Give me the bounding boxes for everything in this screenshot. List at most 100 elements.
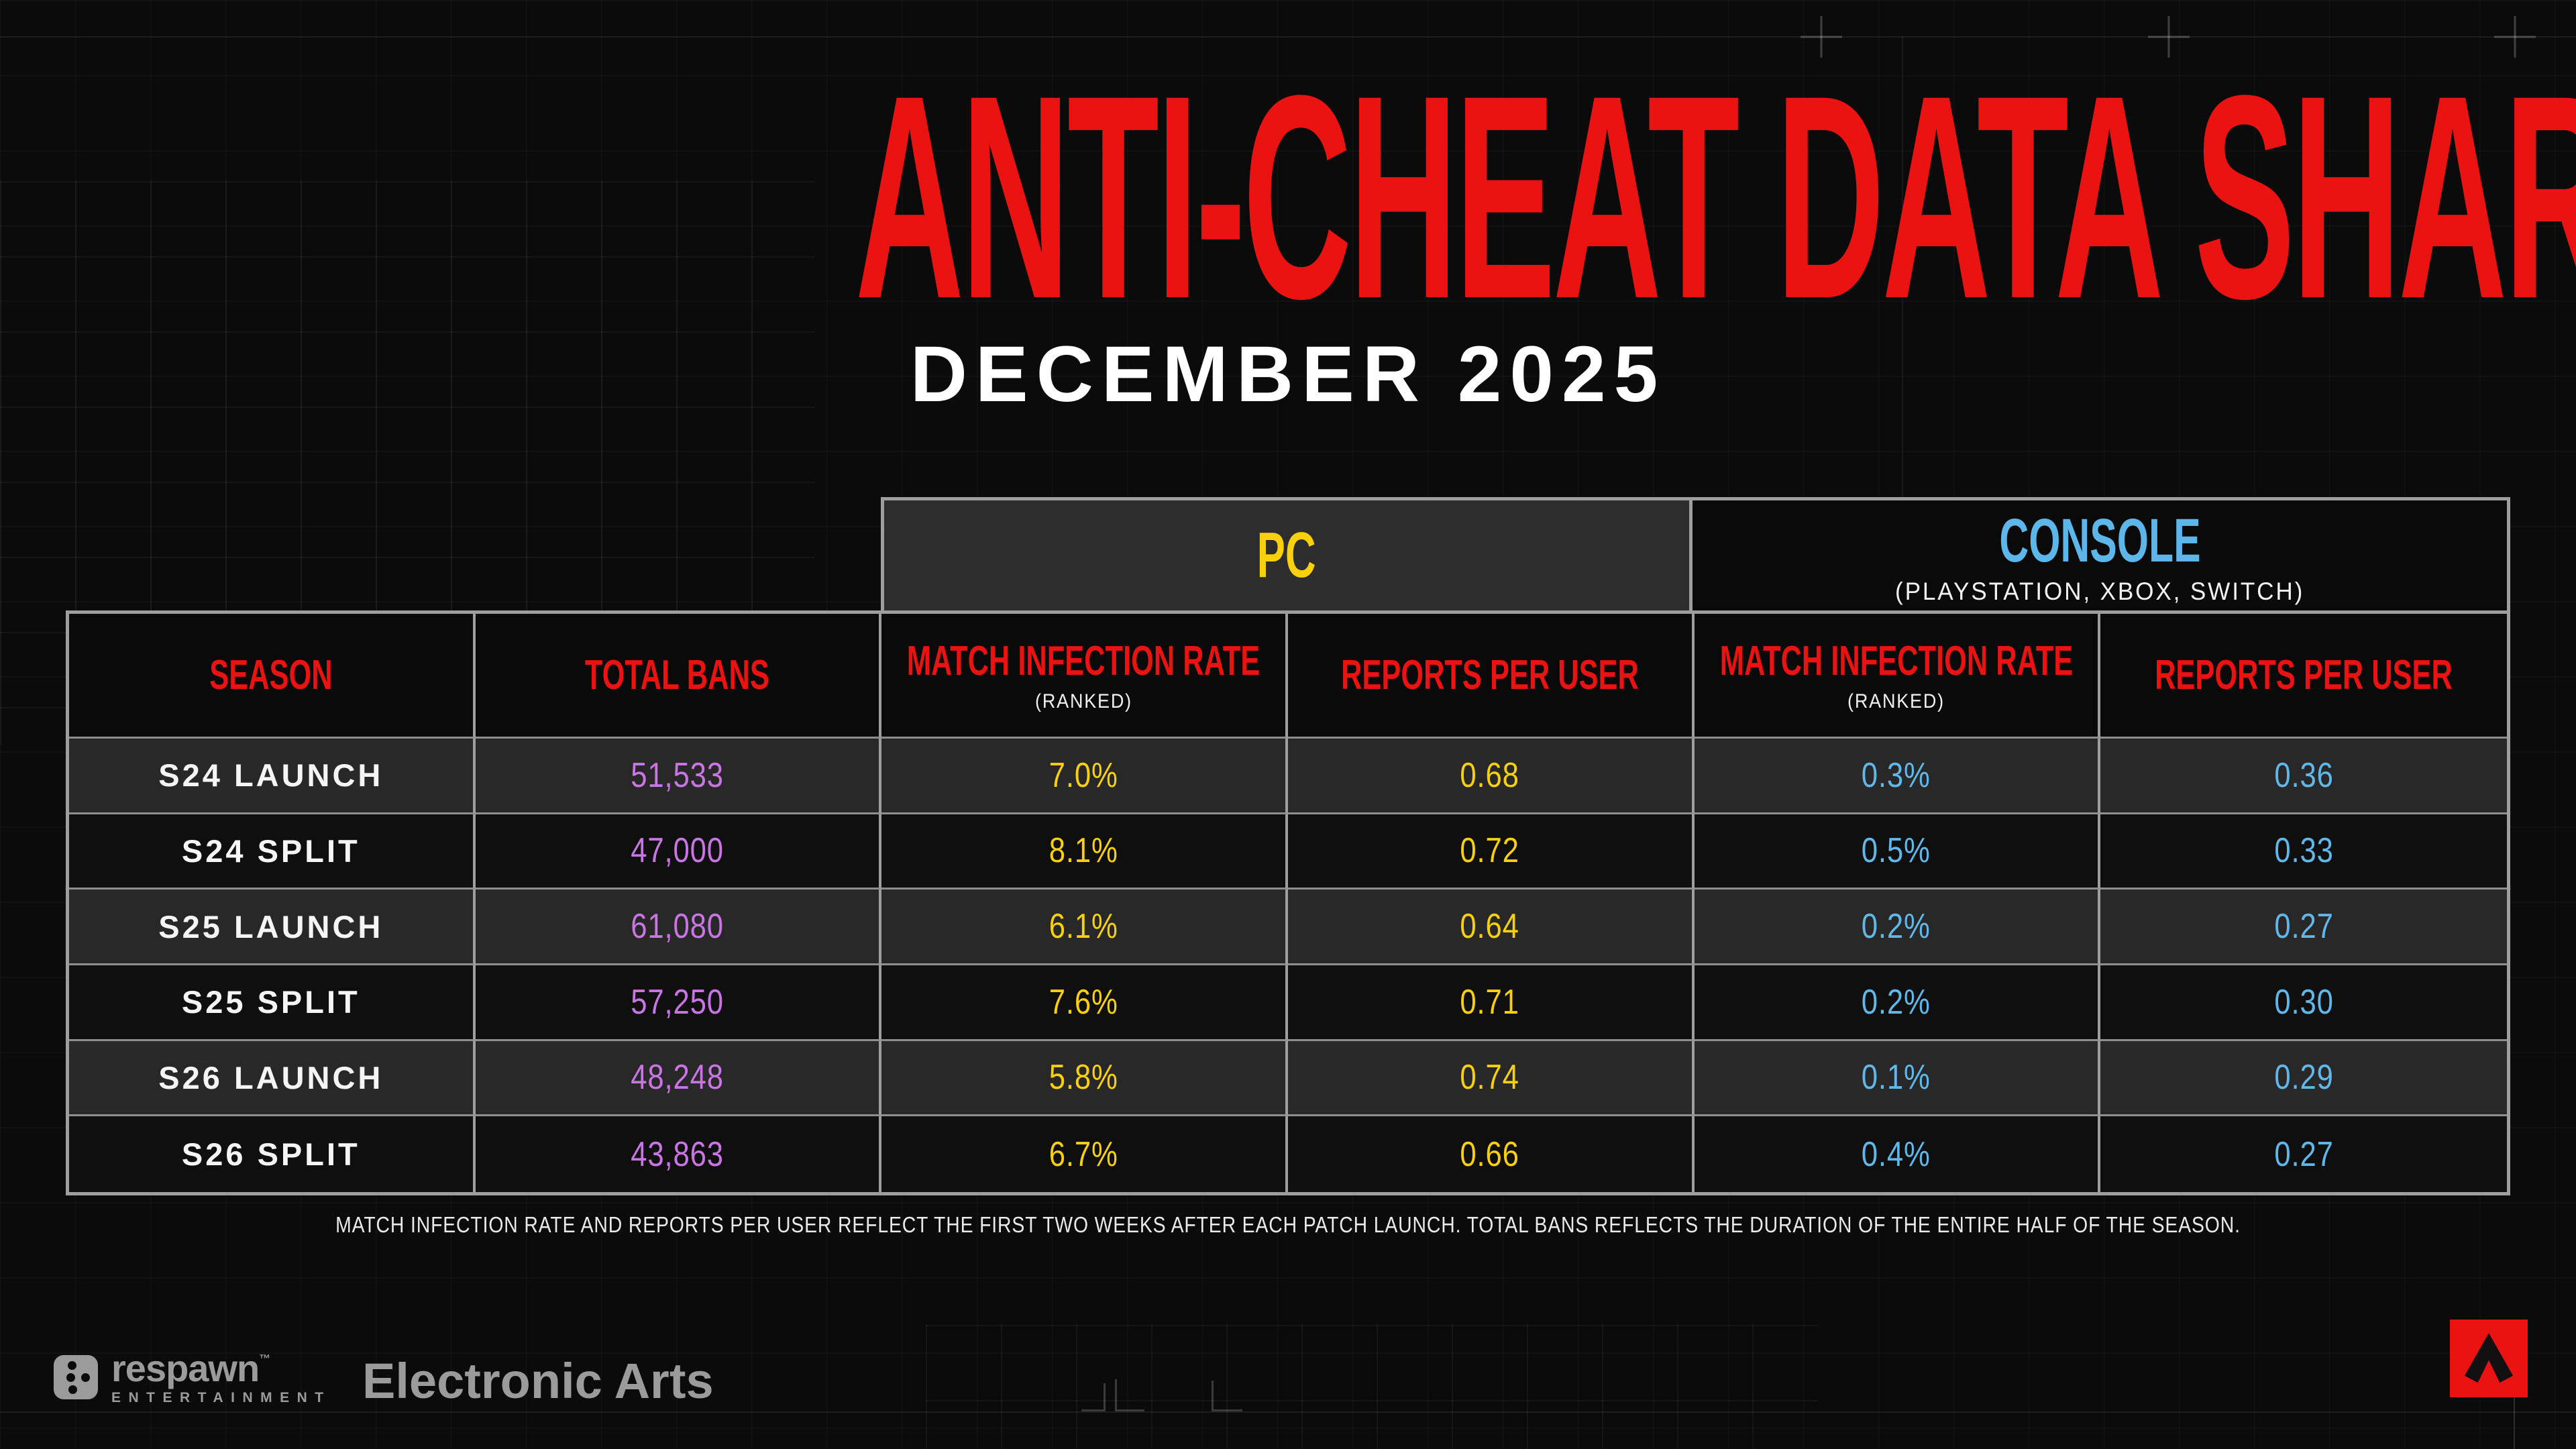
table-row-s25-launch-console-infection: 0.2%	[1694, 890, 2101, 965]
cell-value: 5.8%	[1049, 1058, 1118, 1097]
table-row-s25-split-season: S25 SPLIT	[69, 965, 476, 1041]
column-header-total-bans: TOTAL BANS	[475, 614, 882, 739]
pc-group-header: PC	[884, 500, 1693, 610]
table-row-s24-split-total-bans: 47,000	[475, 814, 882, 890]
cell-value: 0.27	[2273, 907, 2334, 947]
table-row-s24-launch-console-infection: 0.3%	[1694, 739, 2101, 814]
cell-value: 0.4%	[1862, 1134, 1931, 1174]
cell-value: 61,080	[631, 907, 724, 947]
respawn-dice-icon	[54, 1355, 98, 1399]
column-header-console-infection-rate: MATCH INFECTION RATE (RANKED)	[1694, 614, 2101, 739]
cell-value: 7.0%	[1049, 755, 1118, 795]
table-row-s25-split-total-bans: 57,250	[475, 965, 882, 1041]
table-row-s24-launch-pc-reports: 0.68	[1288, 739, 1695, 814]
table-row-s26-split-total-bans: 43,863	[475, 1116, 882, 1192]
column-header-total-bans-label: TOTAL BANS	[585, 652, 769, 698]
trademark-symbol: ™	[259, 1352, 271, 1365]
table-row-s25-split-console-reports: 0.30	[2100, 965, 2507, 1041]
cell-value: 47,000	[631, 831, 724, 871]
column-header-season: SEASON	[69, 614, 476, 739]
table-row-s25-launch-console-reports: 0.27	[2100, 890, 2507, 965]
table-row-s24-split-pc-reports: 0.72	[1288, 814, 1695, 890]
cell-value: 7.6%	[1049, 982, 1118, 1022]
cell-value: 0.66	[1460, 1134, 1520, 1174]
table-row-s26-split-pc-infection: 6.7%	[881, 1116, 1288, 1192]
table-row-s24-launch-pc-infection: 7.0%	[881, 739, 1288, 814]
table-row-s25-launch-pc-infection: 6.1%	[881, 890, 1288, 965]
cell-value: 0.27	[2273, 1134, 2334, 1174]
table-row-s24-launch-season: S24 LAUNCH	[69, 739, 476, 814]
cell-value: 0.30	[2273, 982, 2334, 1022]
cell-value: 0.64	[1460, 907, 1520, 947]
table-row-s24-launch-console-reports: 0.36	[2100, 739, 2507, 814]
platform-group-header: PC CONSOLE (PLAYSTATION, XBOX, SWITCH)	[881, 497, 2510, 610]
respawn-wordmark-text: respawn	[111, 1347, 260, 1389]
table-row-s26-split-pc-reports: 0.66	[1288, 1116, 1695, 1192]
pc-group-label: PC	[1256, 519, 1317, 591]
page-title: ANTI-CHEAT DATA SHARE	[0, 52, 2576, 342]
column-header-console-infection-label: MATCH INFECTION RATE	[1719, 638, 2073, 684]
cell-value: S24 LAUNCH	[158, 757, 384, 794]
console-group-label: CONSOLE	[1998, 506, 2201, 575]
cell-value: 0.33	[2273, 831, 2334, 871]
cell-value: S25 LAUNCH	[158, 908, 384, 945]
footnote-text: MATCH INFECTION RATE AND REPORTS PER USE…	[335, 1212, 2241, 1237]
cell-value: S24 SPLIT	[181, 833, 360, 869]
decor-corner-mark-4	[2514, 1395, 2515, 1449]
table-row-s26-launch-total-bans: 48,248	[475, 1040, 882, 1117]
respawn-logo: respawn™ ENTERTAINMENT	[54, 1350, 331, 1405]
column-header-pc-infection-rate: MATCH INFECTION RATE (RANKED)	[881, 614, 1288, 739]
cell-value: 0.36	[2273, 755, 2334, 795]
respawn-wordmark-block: respawn™ ENTERTAINMENT	[111, 1350, 331, 1405]
decor-hairline-bottom	[0, 1411, 2576, 1413]
cell-value: 0.68	[1460, 755, 1520, 795]
electronic-arts-logo: Electronic Arts	[362, 1353, 714, 1409]
respawn-icon-dot	[66, 1373, 75, 1382]
decor-hairline-top	[0, 36, 2576, 38]
cell-value: 0.2%	[1862, 982, 1931, 1022]
table-row-s24-split-pc-infection: 8.1%	[881, 814, 1288, 890]
cell-value: 8.1%	[1049, 831, 1118, 871]
apex-legends-sigil-icon	[2464, 1333, 2514, 1383]
cell-value: 57,250	[631, 982, 724, 1022]
table-row-s26-split-console-reports: 0.27	[2100, 1116, 2507, 1192]
column-header-console-reports-label: REPORTS PER USER	[2155, 652, 2453, 698]
table-row-s26-launch-console-reports: 0.29	[2100, 1040, 2507, 1117]
console-group-header: CONSOLE (PLAYSTATION, XBOX, SWITCH)	[1693, 500, 2507, 610]
table-row-s25-launch-total-bans: 61,080	[475, 890, 882, 965]
cell-value: S26 SPLIT	[181, 1136, 360, 1173]
cell-value: 0.2%	[1862, 907, 1931, 947]
table-row-s26-launch-season: S26 LAUNCH	[69, 1040, 476, 1117]
cell-value: 51,533	[631, 755, 724, 795]
table-row-s24-split-console-reports: 0.33	[2100, 814, 2507, 890]
respawn-icon-dot	[68, 1385, 77, 1394]
table-row-s24-split-console-infection: 0.5%	[1694, 814, 2101, 890]
page-title-text: ANTI-CHEAT DATA SHARE	[855, 35, 2576, 359]
footnote: MATCH INFECTION RATE AND REPORTS PER USE…	[0, 1212, 2576, 1238]
decor-corner-mark-2	[1115, 1379, 1144, 1411]
table-row-s25-split-console-infection: 0.2%	[1694, 965, 2101, 1041]
respawn-entertainment-label: ENTERTAINMENT	[111, 1390, 331, 1405]
table-row-s26-launch-console-infection: 0.1%	[1694, 1040, 2101, 1117]
respawn-icon-dot	[81, 1373, 90, 1382]
table-row-s25-split-pc-infection: 7.6%	[881, 965, 1288, 1041]
decor-corner-mark-3	[1212, 1381, 1242, 1411]
column-header-console-reports: REPORTS PER USER	[2100, 614, 2507, 739]
table-row-s26-split-season: S26 SPLIT	[69, 1116, 476, 1192]
column-header-pc-infection-label: MATCH INFECTION RATE	[906, 638, 1260, 684]
ranked-note: (RANKED)	[1847, 690, 1945, 712]
cell-value: 6.1%	[1049, 907, 1118, 947]
decor-hairline-vertical	[1902, 36, 1903, 714]
cell-value: 0.74	[1460, 1058, 1520, 1097]
column-header-pc-reports-label: REPORTS PER USER	[1340, 652, 1639, 698]
decor-corner-mark-1	[1081, 1383, 1106, 1411]
cell-value: 0.1%	[1862, 1058, 1931, 1097]
cell-value: 0.5%	[1862, 831, 1931, 871]
respawn-wordmark: respawn™	[111, 1350, 331, 1387]
respawn-icon-dot	[68, 1361, 76, 1370]
column-header-pc-reports: REPORTS PER USER	[1288, 614, 1695, 739]
cell-value: S26 LAUNCH	[158, 1059, 384, 1095]
anti-cheat-data-table: SEASON TOTAL BANS MATCH INFECTION RATE (…	[66, 610, 2510, 1195]
table-row-s24-launch-total-bans: 51,533	[475, 739, 882, 814]
